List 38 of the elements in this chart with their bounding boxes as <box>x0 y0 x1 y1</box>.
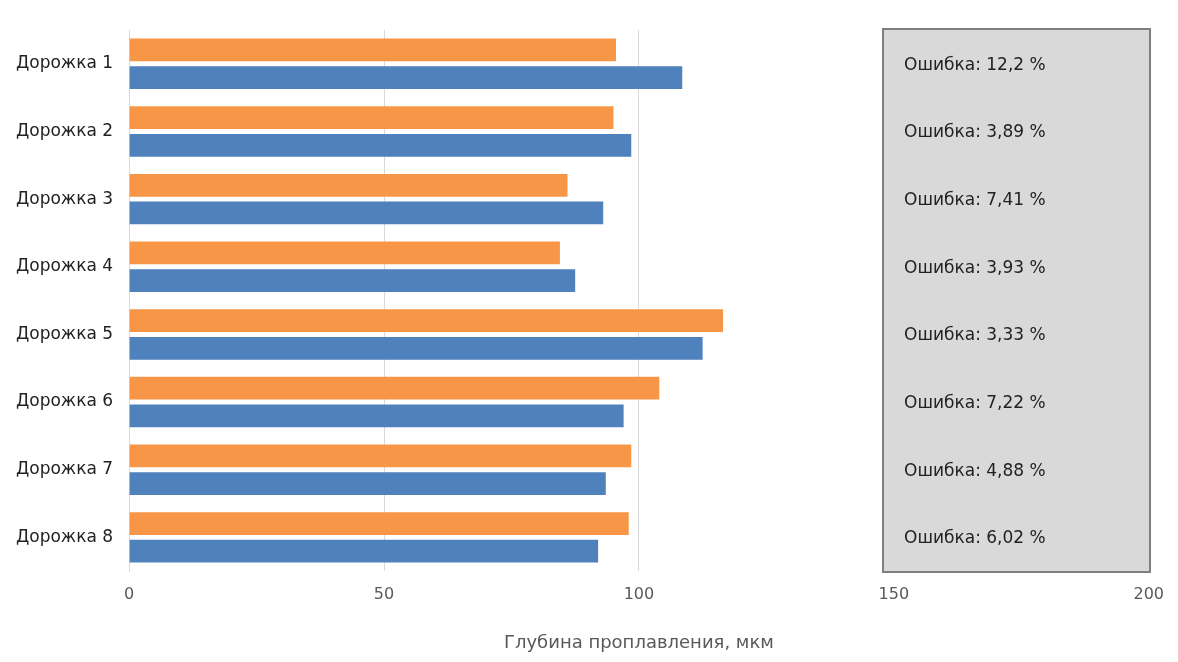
bar <box>129 106 614 129</box>
bar <box>129 133 632 157</box>
annotation: Ошибка: 7,22 % <box>904 391 1047 412</box>
y-tick-label: Дорожка 1 <box>15 52 114 73</box>
bar <box>129 173 568 197</box>
y-tick-label: Дорожка 6 <box>15 390 114 411</box>
x-tick-label: 50 <box>373 583 395 603</box>
x-tick-label: 100 <box>623 583 655 603</box>
y-tick-label: Дорожка 4 <box>15 255 114 276</box>
y-tick-label: Дорожка 8 <box>15 525 114 546</box>
bar <box>129 336 703 360</box>
bar <box>129 376 660 400</box>
bar <box>129 472 606 495</box>
annotation: Ошибка: 3,93 % <box>904 256 1047 277</box>
y-tick-label: Дорожка 2 <box>15 119 114 140</box>
bar <box>129 201 604 225</box>
bar <box>129 444 632 468</box>
annotation: Ошибка: 3,33 % <box>904 324 1047 345</box>
x-tick-label: 200 <box>1133 583 1164 603</box>
x-tick-label: 150 <box>878 583 910 603</box>
y-tick-label: Дорожка 5 <box>15 322 114 343</box>
annotation: Ошибка: 4,88 % <box>904 459 1047 480</box>
bar <box>129 512 629 535</box>
bar <box>129 66 683 90</box>
bar <box>129 38 616 62</box>
annotation: Ошибка: 7,41 % <box>904 189 1047 210</box>
x-axis-title: Глубина проплавления, мкм <box>503 630 774 652</box>
annotation: Ошибка: 6,02 % <box>904 527 1047 548</box>
annotation: Ошибка: 12,2 % <box>904 53 1047 74</box>
y-tick-label: Дорожка 7 <box>15 458 114 479</box>
bar <box>129 309 724 332</box>
bar <box>129 269 576 293</box>
bar <box>129 404 624 428</box>
annotation: Ошибка: 3,89 % <box>904 121 1047 142</box>
y-tick-label: Дорожка 3 <box>15 187 114 208</box>
bar <box>129 539 599 563</box>
x-tick-label: 0 <box>124 583 135 603</box>
bar <box>129 241 560 265</box>
